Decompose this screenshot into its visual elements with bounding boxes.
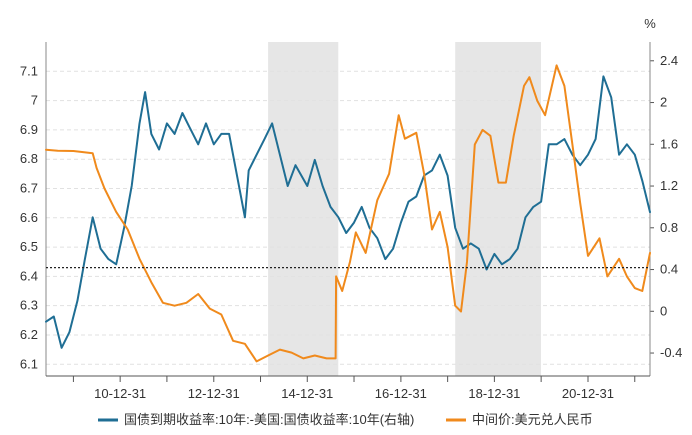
x-tick-label: 14-12-31 bbox=[281, 386, 333, 401]
shaded-periods bbox=[268, 42, 542, 376]
y-right-tick-label: 2 bbox=[660, 95, 667, 110]
y-left-tick-label: 7 bbox=[31, 93, 38, 108]
x-tick-label: 16-12-31 bbox=[375, 386, 427, 401]
y-right-tick-label: 1.2 bbox=[660, 178, 678, 193]
series-line-2 bbox=[45, 64, 651, 363]
y-left-tick-label: 6.3 bbox=[20, 298, 38, 313]
y-right-tick-label: 1.6 bbox=[660, 136, 678, 151]
shaded-period-1 bbox=[268, 42, 339, 376]
x-tick-label: 18-12-31 bbox=[468, 386, 520, 401]
y-left-tick-label: 7.1 bbox=[20, 63, 38, 78]
series-lines bbox=[45, 64, 651, 363]
axes: 6.1 6.2 6.3 6.4 6.5 6.6 6.7 6.8 6.9 7 7.1 -0.4 0 0.4 0… bbox=[20, 16, 682, 401]
y-left-tick-label: 6.1 bbox=[20, 356, 38, 371]
shaded-period-2 bbox=[455, 42, 542, 376]
y-left-tick-label: 6.2 bbox=[20, 327, 38, 342]
y-right-unit-label: % bbox=[644, 16, 656, 31]
y-left-tick-label: 6.6 bbox=[20, 210, 38, 225]
y-right-tick-label: 2.4 bbox=[660, 53, 678, 68]
y-right-tick-label: -0.4 bbox=[660, 345, 682, 360]
x-tick-label: 20-12-31 bbox=[562, 386, 614, 401]
legend-label-1: 国债到期收益率:10年:-美国:国债收益率:10年(右轴) bbox=[124, 412, 414, 427]
y-left-tick-label: 6.7 bbox=[20, 180, 38, 195]
y-right-tick-label: 0.8 bbox=[660, 220, 678, 235]
y-left-tick-label: 6.4 bbox=[20, 268, 38, 283]
legend-label-2: 中间价:美元兑人民币 bbox=[472, 412, 593, 427]
x-tick-label: 10-12-31 bbox=[94, 386, 146, 401]
y-right-tick-label: 0 bbox=[660, 303, 667, 318]
y-left-tick-label: 6.8 bbox=[20, 151, 38, 166]
legend: 国债到期收益率:10年:-美国:国债收益率:10年(右轴) 中间价:美元兑人民币 bbox=[98, 412, 593, 427]
gridlines bbox=[46, 70, 650, 365]
x-tick-label: 12-12-31 bbox=[188, 386, 240, 401]
series-line-1 bbox=[45, 75, 651, 349]
y-left-tick-label: 6.5 bbox=[20, 239, 38, 254]
y-right-tick-label: 0.4 bbox=[660, 262, 678, 277]
y-left-tick-label: 6.9 bbox=[20, 122, 38, 137]
